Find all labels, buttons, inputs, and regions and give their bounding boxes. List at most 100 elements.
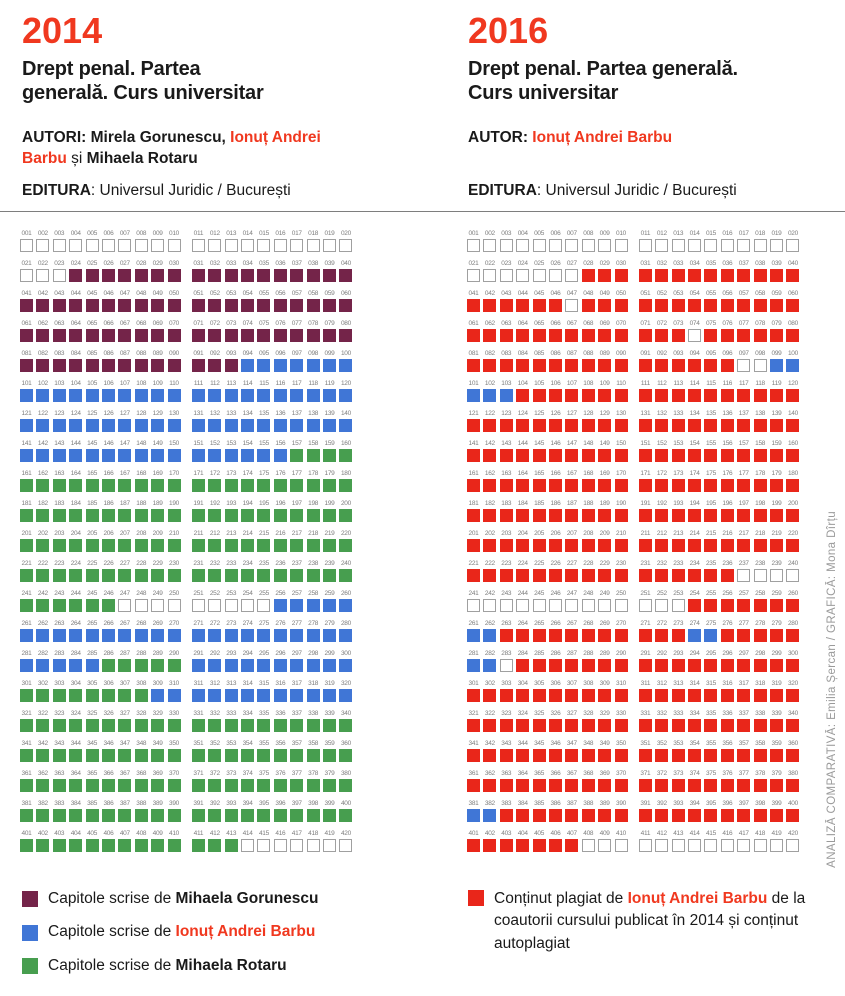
grid-row: 341 342 343 344 345 346 347 348 349 350 351 352 353 3… bbox=[467, 740, 800, 762]
page-square bbox=[69, 359, 83, 372]
page-number: 268 bbox=[136, 620, 147, 627]
page-cell: 392 bbox=[208, 800, 222, 822]
page-cell: 014 bbox=[688, 230, 702, 252]
page-square bbox=[290, 629, 304, 642]
year-2016: 2016 bbox=[468, 10, 549, 51]
page-number: 140 bbox=[787, 410, 798, 417]
page-cell: 209 bbox=[598, 530, 612, 552]
page-cell: 416 bbox=[273, 830, 287, 852]
page-square bbox=[688, 269, 702, 282]
page-square bbox=[671, 239, 685, 252]
page-cell: 192 bbox=[208, 500, 222, 522]
page-square bbox=[52, 839, 66, 852]
page-square bbox=[273, 749, 287, 762]
page-number: 121 bbox=[468, 410, 479, 417]
page-cell: 372 bbox=[208, 770, 222, 792]
page-number: 064 bbox=[70, 320, 81, 327]
page-number: 183 bbox=[501, 500, 512, 507]
page-square bbox=[306, 719, 320, 732]
page-square bbox=[208, 509, 222, 522]
page-number: 177 bbox=[738, 470, 749, 477]
page-cell: 148 bbox=[581, 440, 595, 462]
page-number: 118 bbox=[755, 380, 765, 387]
page-square bbox=[638, 269, 652, 282]
page-number: 137 bbox=[291, 410, 302, 417]
page-cell: 355 bbox=[704, 740, 718, 762]
page-number: 218 bbox=[755, 530, 766, 537]
page-cell: 241 bbox=[467, 590, 480, 612]
page-square bbox=[786, 389, 800, 402]
page-cell: 299 bbox=[770, 650, 784, 672]
page-cell: 147 bbox=[565, 440, 579, 462]
page-number: 167 bbox=[566, 470, 577, 477]
page-number: 067 bbox=[119, 320, 130, 327]
page-number: 203 bbox=[501, 530, 512, 537]
page-square bbox=[467, 389, 480, 402]
page-square bbox=[467, 329, 480, 342]
page-number: 381 bbox=[21, 800, 32, 807]
page-number: 234 bbox=[242, 560, 253, 567]
page-number: 122 bbox=[484, 410, 495, 417]
page-cell: 276 bbox=[273, 620, 287, 642]
page-number: 354 bbox=[689, 740, 700, 747]
page-number: 262 bbox=[484, 620, 495, 627]
page-number: 006 bbox=[103, 230, 114, 237]
page-square bbox=[167, 659, 181, 672]
page-number: 297 bbox=[291, 650, 302, 657]
page-square bbox=[753, 359, 767, 372]
page-cell: 107 bbox=[565, 380, 579, 402]
page-square bbox=[581, 239, 595, 252]
page-number: 225 bbox=[87, 560, 98, 567]
page-cell: 116 bbox=[720, 380, 734, 402]
page-square bbox=[273, 299, 287, 312]
page-cell: 377 bbox=[737, 770, 751, 792]
page-square bbox=[69, 539, 83, 552]
page-square bbox=[688, 689, 702, 702]
page-number: 383 bbox=[501, 800, 512, 807]
page-square bbox=[323, 539, 337, 552]
page-number: 231 bbox=[193, 560, 204, 567]
page-cell: 246 bbox=[548, 590, 562, 612]
page-number: 355 bbox=[258, 740, 269, 747]
page-square bbox=[737, 389, 751, 402]
text-segment: Mirela Gorunescu, bbox=[90, 129, 231, 146]
page-number: 025 bbox=[87, 260, 98, 267]
page-cell: 048 bbox=[581, 290, 595, 312]
page-cell: 143 bbox=[499, 440, 513, 462]
page-cell: 144 bbox=[516, 440, 530, 462]
page-number: 390 bbox=[169, 800, 179, 807]
page-square bbox=[151, 569, 165, 582]
page-square bbox=[655, 599, 669, 612]
page-number: 061 bbox=[468, 320, 479, 327]
page-square bbox=[257, 299, 271, 312]
page-number: 033 bbox=[673, 260, 684, 267]
page-number: 025 bbox=[534, 260, 545, 267]
page-square bbox=[581, 809, 595, 822]
page-number: 186 bbox=[550, 500, 561, 507]
page-square bbox=[52, 269, 66, 282]
page-number: 026 bbox=[550, 260, 561, 267]
page-square bbox=[306, 809, 320, 822]
page-cell: 158 bbox=[753, 440, 767, 462]
legend-item: Capitole scrise de Mihaela Gorunescu bbox=[22, 888, 319, 910]
page-cell: 070 bbox=[614, 320, 628, 342]
page-square bbox=[118, 689, 132, 702]
page-number: 274 bbox=[242, 620, 253, 627]
page-square bbox=[786, 359, 800, 372]
page-cell: 304 bbox=[69, 680, 83, 702]
page-cell: 388 bbox=[134, 800, 148, 822]
page-square bbox=[638, 749, 652, 762]
page-number: 054 bbox=[689, 290, 700, 297]
page-cell: 030 bbox=[167, 260, 181, 282]
page-cell: 113 bbox=[224, 380, 238, 402]
grid-row: 061 062 063 064 065 066 067 068 069 070 071 072 073 0… bbox=[467, 320, 800, 342]
page-square bbox=[499, 389, 513, 402]
page-number: 058 bbox=[308, 290, 319, 297]
page-number: 120 bbox=[787, 380, 798, 387]
page-number: 296 bbox=[722, 650, 733, 657]
page-square bbox=[655, 509, 669, 522]
page-square bbox=[290, 359, 304, 372]
page-number: 303 bbox=[54, 680, 65, 687]
page-square bbox=[224, 239, 238, 252]
page-cell: 415 bbox=[704, 830, 718, 852]
